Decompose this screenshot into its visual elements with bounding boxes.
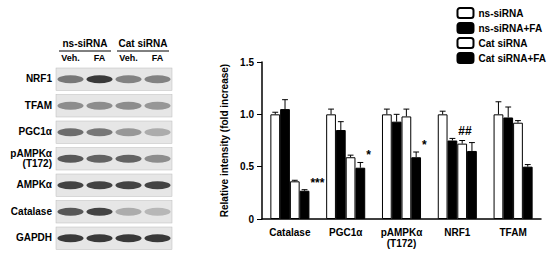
svg-text:PGC1α: PGC1α xyxy=(329,227,363,238)
svg-text:Relative intensity (fold incre: Relative intensity (fold increase) xyxy=(219,64,230,217)
svg-text:pAMPKα(T172): pAMPKα(T172) xyxy=(10,147,53,168)
svg-text:TFAM: TFAM xyxy=(25,99,52,110)
svg-text:TFAM: TFAM xyxy=(499,227,526,238)
svg-text:1.5: 1.5 xyxy=(240,57,254,68)
svg-text:Catalase: Catalase xyxy=(269,227,311,238)
svg-text:ns-siRNA+FA: ns-siRNA+FA xyxy=(478,23,542,34)
svg-text:Veh.: Veh. xyxy=(61,53,80,63)
svg-text:Cat siRNA: Cat siRNA xyxy=(119,38,168,49)
svg-text:***: *** xyxy=(310,176,324,190)
svg-text:pAMPKα: pAMPKα xyxy=(381,227,424,238)
svg-text:Veh.: Veh. xyxy=(119,53,138,63)
svg-text:FA: FA xyxy=(152,53,164,63)
svg-text:AMPKα: AMPKα xyxy=(16,179,52,190)
svg-text:0: 0 xyxy=(248,214,254,225)
svg-text:Catalase: Catalase xyxy=(11,205,53,216)
svg-text:1.0: 1.0 xyxy=(240,109,254,120)
svg-text:*: * xyxy=(422,138,427,152)
svg-text:NRF1: NRF1 xyxy=(444,227,471,238)
svg-text:Cat siRNA: Cat siRNA xyxy=(478,38,527,49)
svg-text:FA: FA xyxy=(94,53,106,63)
svg-text:*: * xyxy=(366,148,371,162)
svg-text:(T172): (T172) xyxy=(387,238,416,249)
svg-text:##: ## xyxy=(458,124,472,138)
svg-text:GAPDH: GAPDH xyxy=(16,232,52,243)
svg-text:NRF1: NRF1 xyxy=(26,73,53,84)
svg-text:ns-siRNA: ns-siRNA xyxy=(478,8,523,19)
svg-text:Cat siRNA+FA: Cat siRNA+FA xyxy=(478,53,546,64)
svg-text:0.5: 0.5 xyxy=(240,161,254,172)
svg-text:PGC1α: PGC1α xyxy=(19,126,53,137)
svg-text:ns-siRNA: ns-siRNA xyxy=(62,38,107,49)
